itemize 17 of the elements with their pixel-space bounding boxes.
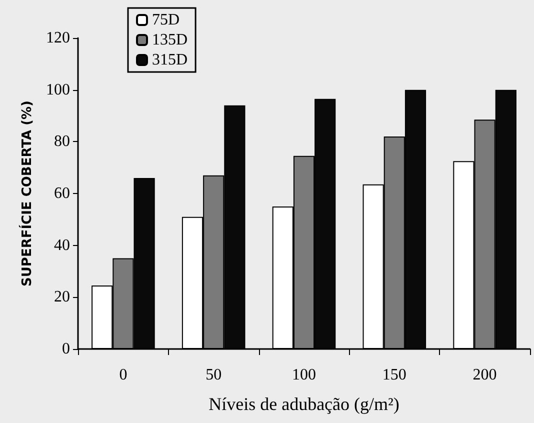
x-tick-label: 200 xyxy=(472,366,497,384)
legend-label: 135D xyxy=(152,32,188,48)
x-axis-title: Níveis de adubação (g/m²) xyxy=(208,394,400,414)
x-tick-label: 150 xyxy=(382,366,406,384)
y-tick-label: 0 xyxy=(62,340,70,358)
y-tick-label: 100 xyxy=(46,81,70,98)
y-tick-label: 60 xyxy=(54,185,70,202)
legend-label: 75D xyxy=(152,12,180,28)
x-tick-label: 100 xyxy=(292,366,316,384)
y-tick-label: 80 xyxy=(54,133,70,150)
x-tick-label: 50 xyxy=(206,366,222,384)
y-axis-title: SUPERFÍCIE COBERTA (%) xyxy=(18,100,35,286)
y-tick-label: 120 xyxy=(46,30,70,46)
x-tick-label: 0 xyxy=(119,366,128,384)
y-tick-label: 20 xyxy=(54,288,70,306)
y-tick-label: 40 xyxy=(54,236,70,254)
legend-label: 315D xyxy=(152,52,188,68)
